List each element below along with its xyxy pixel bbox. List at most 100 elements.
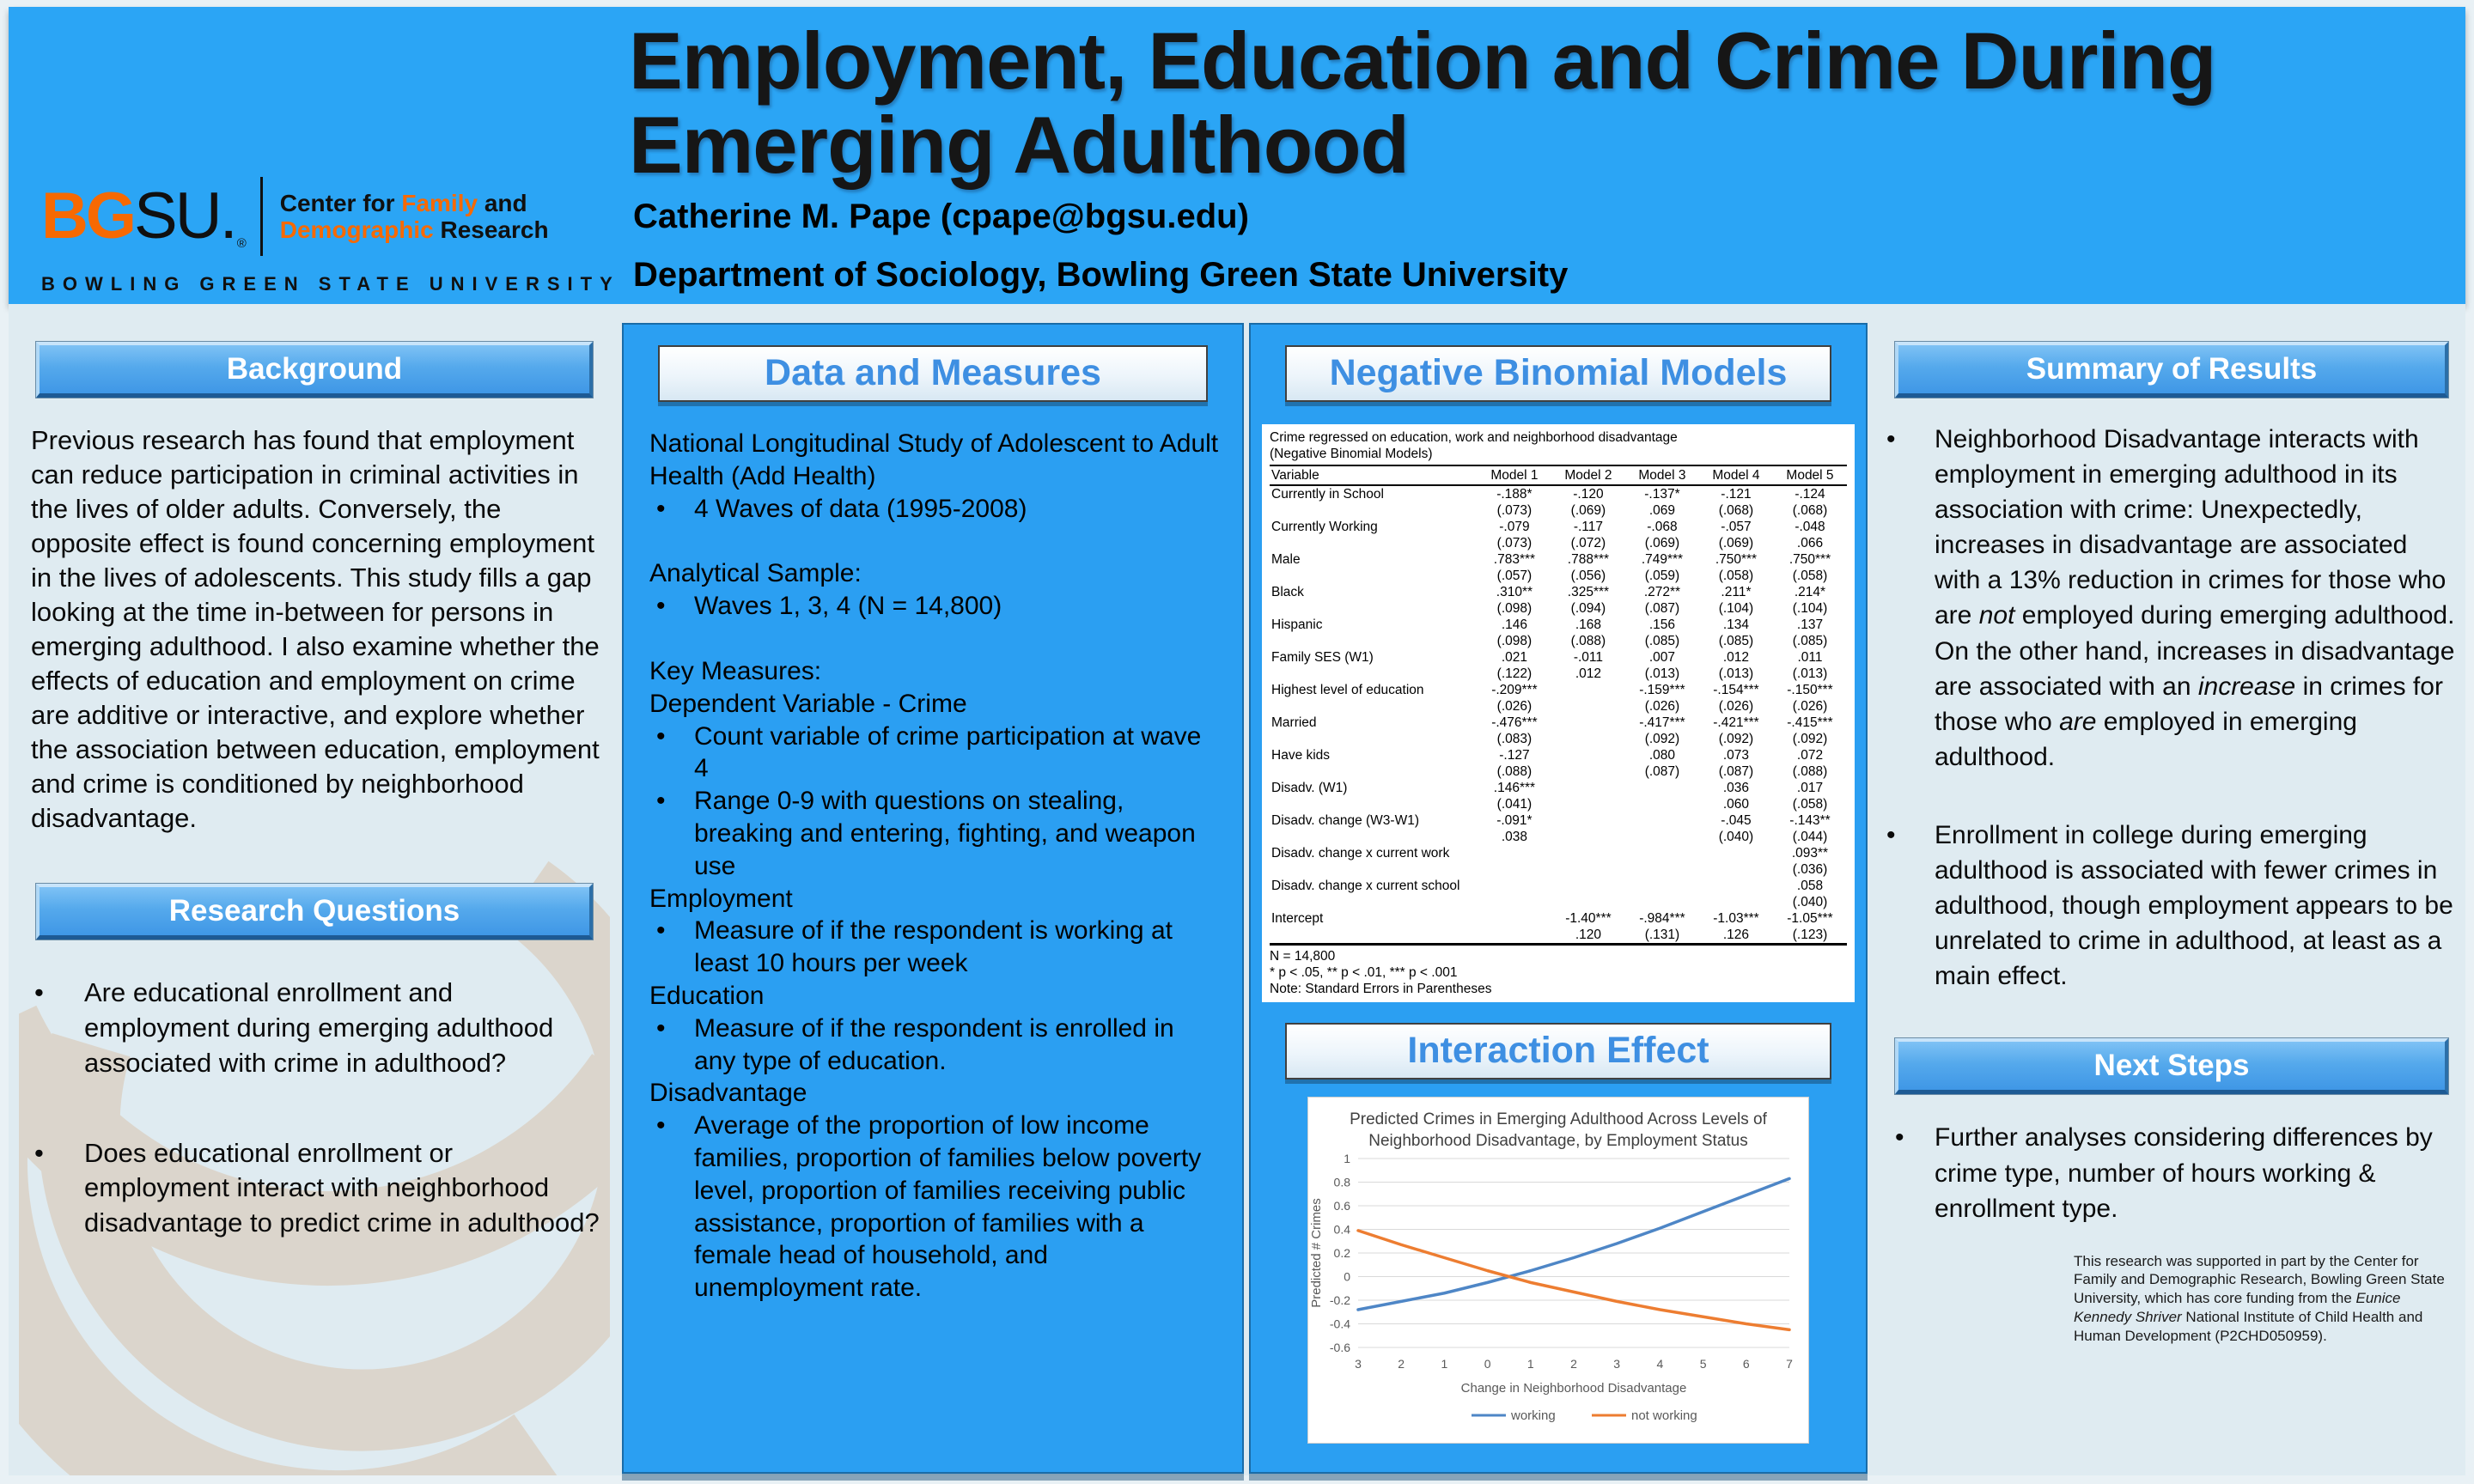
table-note-se: Note: Standard Errors in Parentheses	[1270, 982, 1492, 996]
research-questions-list: • Are educational enrollment and employm…	[22, 976, 603, 1241]
bullet-icon: •	[656, 721, 666, 751]
funding-note: This research was supported in part by t…	[2074, 1252, 2445, 1344]
bgsu-logo: BG SU. ® Center for Family and Demographic…	[41, 177, 620, 295]
summary-bullet-2: Enrollment in college during emerging ad…	[1935, 820, 2453, 991]
x-tick-label: 0	[1484, 1357, 1491, 1371]
bullet-icon: •	[656, 1013, 666, 1043]
x-tick-label: 4	[1657, 1357, 1664, 1371]
table-header-row: Variable Model 1 Model 2 Model 3 Model 4…	[1270, 466, 1847, 486]
table-se-row: (.026) (.026) (.026) (.026)	[1496, 699, 1828, 714]
y-tick-label: -0.2	[1330, 1293, 1350, 1307]
table-se-row: (.098) (.088) (.085) (.085) (.085)	[1496, 634, 1828, 648]
table-row: Currently Working -.079 -.117 -.068 -.057 -.0…	[1271, 520, 1825, 534]
registered-mark-icon: ®	[236, 236, 247, 251]
next-steps-bullet: Further analyses considering differences…	[1935, 1123, 2433, 1223]
table-se-row: (.040)	[1792, 895, 1828, 909]
y-tick-label: 0	[1344, 1270, 1350, 1284]
x-tick-label: 5	[1700, 1357, 1707, 1371]
bullet-icon: •	[34, 976, 44, 1007]
list-item: • Count variable of crime participation a…	[649, 721, 1220, 786]
x-tick-label: 3	[1355, 1357, 1362, 1371]
education-label: Education	[649, 981, 765, 1010]
logo-divider	[259, 177, 263, 256]
table-se-row: (.073) (.069) .069 (.068) (.068)	[1496, 503, 1828, 518]
table-row: Hispanic .146.168.156.134.137	[1271, 617, 1824, 632]
poster-title: Employment, Education and Crime During E…	[629, 19, 2216, 190]
table-row: Have kids -.127.080.073.072	[1271, 748, 1824, 763]
table-se-row: (.041) .060 (.058)	[1496, 797, 1828, 812]
interaction-heading: Interaction Effect	[1285, 1023, 1831, 1080]
background-text: Previous research has found that employm…	[31, 425, 600, 833]
y-axis-title: Predicted # Crimes	[1309, 1198, 1324, 1308]
logo-text-demographic: Demographic	[279, 216, 434, 243]
interaction-chart: Predicted Crimes in Emerging Adulthood A…	[1307, 1097, 1809, 1444]
cfdr-logo-text: Center for Family and Demographic Resear…	[280, 190, 549, 244]
list-item: • Range 0-9 with questions on stealing, b…	[649, 785, 1220, 882]
background-heading: Background	[35, 341, 594, 398]
data-measures-heading: Data and Measures	[658, 345, 1208, 402]
bullet-icon: •	[1895, 1123, 1904, 1153]
disadvantage-label: Disadvantage	[649, 1079, 807, 1108]
chart-title-line1: Predicted Crimes in Emerging Adulthood A…	[1350, 1110, 1767, 1128]
panel-data-and-measures: Data and Measures National Longitudinal …	[622, 323, 1244, 1474]
list-item: • Does educational enrollment or employm…	[22, 1136, 603, 1242]
dv-bullet-1: Count variable of crime participation at…	[694, 721, 1202, 783]
legend-label-not-working: not working	[1631, 1408, 1697, 1423]
table-row: Currently in School -.188* -.120 -.137* -.12…	[1271, 487, 1825, 502]
panel-models-interaction: Negative Binomial Models Crime regressed…	[1249, 323, 1868, 1474]
table-row: Disadv. change (W3-W1) -.091* -.045 -.143**	[1271, 813, 1831, 828]
author-line: Catherine M. Pape (cpape@bgsu.edu)	[633, 198, 1249, 235]
sample-label: Analytical Sample:	[649, 559, 862, 588]
table-note-n: N = 14,800	[1270, 949, 1336, 964]
x-axis-title: Change in Neighborhood Disadvantage	[1461, 1381, 1687, 1396]
x-tick-label: 2	[1398, 1357, 1405, 1371]
models-table: Crime regressed on education, work and n…	[1262, 424, 1855, 1002]
table-row: Male .783*** .788*** .749*** .750*** .750***	[1271, 552, 1831, 567]
study-waves: 4 Waves of data (1995-2008)	[694, 494, 1027, 523]
key-measures-label: Key Measures:	[649, 656, 822, 685]
x-tick-label: 1	[1441, 1357, 1448, 1371]
table-row: Family SES (W1) .021 -.011.007.012.011	[1271, 650, 1823, 665]
col-header-model2: Model 2	[1551, 466, 1625, 486]
y-tick-label: -0.4	[1330, 1317, 1350, 1331]
table-caption-line2: (Negative Binomial Models)	[1270, 447, 1433, 461]
table-note-pvalues: * p < .05, ** p < .01, *** p < .001	[1270, 965, 1458, 980]
bgsu-logo-bg: BG	[41, 179, 137, 252]
table-row: Married -.476*** -.417*** -.421*** -.415***	[1271, 715, 1833, 730]
x-tick-label: 6	[1743, 1357, 1750, 1371]
col-header-model1: Model 1	[1477, 466, 1551, 486]
department-line: Department of Sociology, Bowling Green S…	[633, 256, 1569, 294]
list-item: • Are educational enrollment and employm…	[22, 976, 603, 1081]
x-tick-label: 1	[1527, 1357, 1534, 1371]
table-notes: N = 14,800 * p < .05, ** p < .01, *** p …	[1270, 943, 1847, 997]
table-se-row: (.098) (.094) (.087) (.104) (.104)	[1496, 601, 1828, 616]
poster-title-line2: Emerging Adulthood	[629, 99, 1410, 190]
list-item: • Enrollment in college during emerging …	[1878, 818, 2460, 994]
table-se-row: .120 (.131) .126 (.123)	[1575, 928, 1828, 942]
list-item: • Further analyses considering differenc…	[1886, 1120, 2462, 1226]
legend-label-working: working	[1510, 1408, 1556, 1423]
table-se-row: (.036)	[1792, 862, 1828, 877]
table-row: Disadv. (W1) .146*** .036.017	[1271, 781, 1824, 795]
bullet-icon: •	[656, 1111, 666, 1140]
table-se-row: (.083) (.092) (.092) (.092)	[1496, 732, 1828, 746]
data-measures-body: National Longitudinal Study of Adolescen…	[649, 428, 1220, 1305]
list-item: • Measure of if the respondent is working…	[649, 915, 1220, 980]
bullet-icon: •	[656, 494, 666, 523]
list-item: • Measure of if the respondent is enrolle…	[649, 1013, 1220, 1078]
x-tick-label: 3	[1613, 1357, 1620, 1371]
bullet-icon: •	[656, 787, 666, 816]
employment-bullet: Measure of if the respondent is working …	[694, 916, 1173, 978]
education-bullet: Measure of if the respondent is enrolled…	[694, 1013, 1174, 1075]
logo-text: Center for	[279, 189, 402, 216]
col-header-model3: Model 3	[1624, 466, 1699, 486]
dependent-variable-label: Dependent Variable - Crime	[649, 689, 967, 718]
y-tick-label: -0.6	[1330, 1341, 1350, 1354]
y-tick-label: 0.4	[1334, 1223, 1351, 1237]
x-tick-label: 2	[1570, 1357, 1577, 1371]
header-band: BG SU. ® Center for Family and Demographic…	[9, 7, 2465, 304]
table-se-row: (.088) (.087) (.087) (.088)	[1496, 764, 1828, 779]
table-row: Black .310** .325*** .272** .211* .214*	[1271, 585, 1826, 599]
list-item: • Neighborhood Disadvantage interacts wi…	[1878, 422, 2460, 775]
